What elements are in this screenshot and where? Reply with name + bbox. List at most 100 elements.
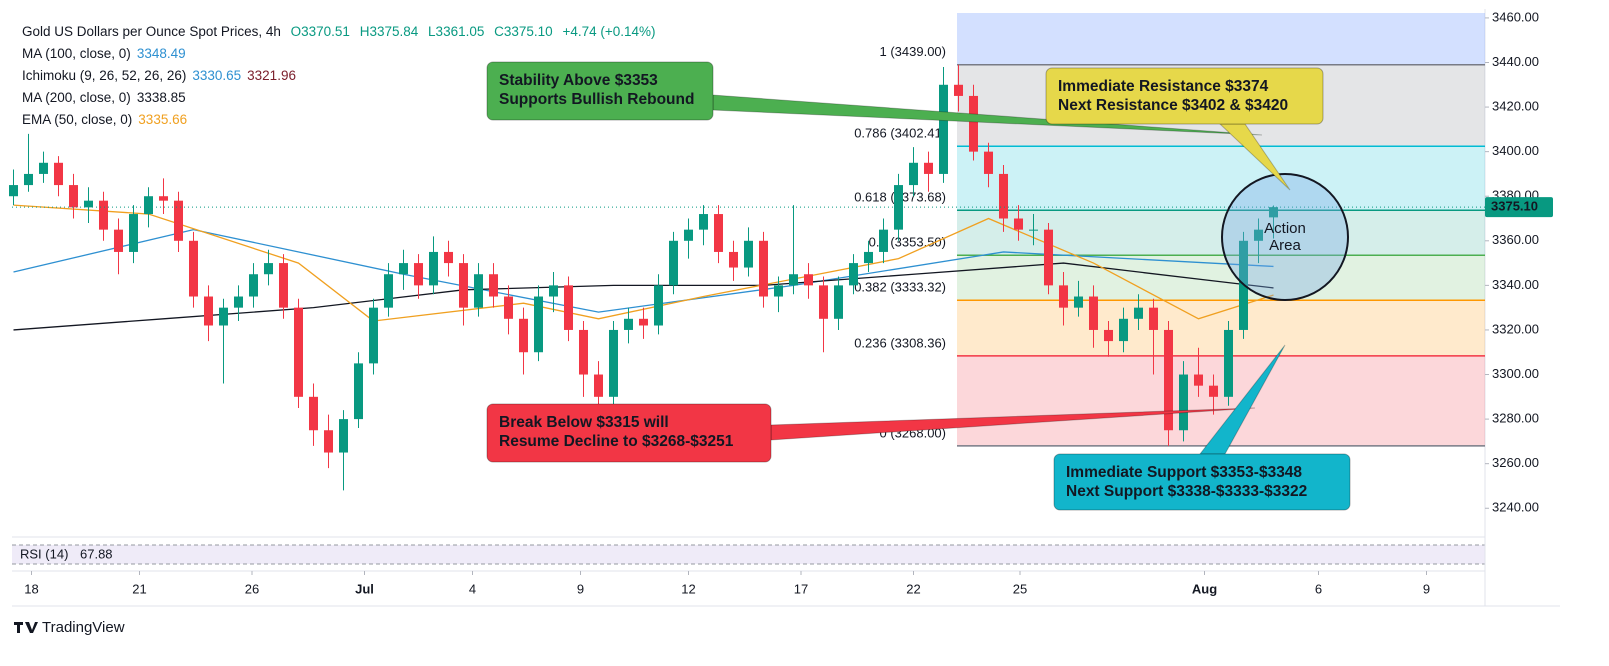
legend-row: MA (200, close, 0) 3338.85 — [22, 90, 192, 105]
candle-body — [1254, 229, 1263, 241]
legend-row: Ichimoku (9, 26, 52, 26, 26) 3330.65 3321.… — [22, 68, 302, 83]
candle-body — [309, 396, 318, 431]
candle-body — [84, 200, 93, 208]
callout-text: Immediate Resistance $3374 — [1058, 78, 1269, 95]
candle-body — [954, 84, 963, 96]
change: +4.74 (+0.14%) — [562, 24, 656, 39]
candle-body — [1119, 318, 1128, 342]
x-tick-label: 26 — [245, 581, 259, 596]
candle-body — [324, 430, 333, 453]
callout-text: Supports Bullish Rebound — [499, 91, 694, 108]
candle-body — [1089, 296, 1098, 330]
candle-body — [759, 240, 768, 297]
x-tick-label: 17 — [794, 581, 808, 596]
candle-body — [609, 329, 618, 397]
candle-body — [594, 374, 603, 397]
y-tick-label: 3240.00 — [1492, 500, 1539, 515]
candle-body — [159, 196, 168, 201]
candle-body — [1074, 296, 1083, 308]
candle-body — [69, 185, 78, 208]
y-tick-label: 3340.00 — [1492, 277, 1539, 292]
candle-body — [504, 296, 513, 319]
callout-text: Break Below $3315 will — [499, 414, 669, 431]
candle-body — [264, 263, 273, 275]
candle-body — [489, 274, 498, 297]
x-tick-label: 12 — [681, 581, 695, 596]
candle-body — [1134, 307, 1143, 319]
x-tick-label: 22 — [906, 581, 920, 596]
x-tick-label: Jul — [355, 581, 374, 596]
y-tick-label: 3440.00 — [1492, 54, 1539, 69]
candle-body — [804, 274, 813, 286]
callout-text: Resume Decline to $3268-$3251 — [499, 433, 734, 450]
legend-value: 3330.65 — [192, 68, 242, 83]
candle-body — [1179, 374, 1188, 431]
candle-body — [699, 214, 708, 230]
callout-text: Next Resistance $3402 & $3420 — [1058, 97, 1288, 114]
callout-text: Next Support $3338-$3333-$3322 — [1066, 483, 1307, 500]
candle-body — [129, 214, 138, 252]
ohlc-close: C3375.10 — [494, 24, 553, 39]
candle-body — [234, 296, 243, 308]
candle-body — [1044, 229, 1053, 286]
candle-body — [984, 151, 993, 174]
candle-body — [429, 251, 438, 286]
y-tick-label: 3300.00 — [1492, 366, 1539, 381]
fib-label: 0.236 (3308.36) — [854, 335, 946, 350]
fib-zone — [957, 300, 1485, 356]
candle-body — [339, 419, 348, 453]
candle-body — [744, 240, 753, 268]
fib-label: 1 (3439.00) — [880, 44, 947, 59]
candle-body — [9, 185, 18, 197]
callout-text: Stability Above $3353 — [499, 72, 658, 89]
candle-body — [174, 200, 183, 241]
candle-body — [1014, 218, 1023, 230]
legend-value: 3348.49 — [136, 46, 186, 61]
indicator-line — [13, 204, 1274, 322]
candle-body — [684, 229, 693, 241]
candle-body — [444, 251, 453, 264]
brand: TradingView — [14, 619, 125, 636]
candle-body — [459, 263, 468, 308]
fib-zone — [957, 210, 1485, 256]
candle-body — [534, 296, 543, 353]
candle-body — [414, 263, 423, 286]
brand-logo — [14, 622, 38, 633]
y-tick-label: 3260.00 — [1492, 455, 1539, 470]
callout-box — [1045, 67, 1324, 125]
candle-body — [1164, 329, 1173, 431]
legend-name: Ichimoku (9, 26, 52, 26, 26) — [22, 68, 187, 83]
fib-zone — [957, 146, 1485, 211]
candle-body — [654, 285, 663, 326]
candle-body — [114, 229, 123, 252]
candle-body — [249, 274, 258, 297]
x-tick-label: 4 — [469, 581, 476, 596]
x-tick-label: 9 — [1423, 581, 1430, 596]
candle-body — [849, 263, 858, 286]
callout-text: Immediate Support $3353-$3348 — [1066, 464, 1302, 481]
brand-name: TradingView — [42, 619, 125, 636]
y-tick-label: 3460.00 — [1492, 9, 1539, 24]
candle-body — [294, 307, 303, 397]
x-tick-label: 18 — [24, 581, 38, 596]
action-circle — [1221, 173, 1349, 301]
callout-box — [1053, 453, 1351, 511]
candle-body — [789, 274, 798, 286]
y-tick-label: 3400.00 — [1492, 143, 1539, 158]
y-tick-label: 3320.00 — [1492, 321, 1539, 336]
legend-value: 3321.96 — [247, 68, 296, 83]
candle-body — [1029, 229, 1038, 231]
x-tick-label: Aug — [1192, 581, 1217, 596]
candle-body — [864, 251, 873, 264]
candle-body — [819, 285, 828, 319]
header: Gold US Dollars per Ounce Spot Prices, 4… — [22, 24, 662, 39]
x-tick-label: 21 — [132, 581, 146, 596]
fib-zone — [957, 255, 1485, 301]
candle-body — [189, 240, 198, 297]
fib-label: 0.382 (3333.32) — [854, 280, 946, 295]
legend-name: MA (200, close, 0) — [22, 90, 131, 105]
candle-body — [1194, 374, 1203, 386]
legend-row: EMA (50, close, 0) 3335.66 — [22, 112, 193, 127]
ohlc-low: L3361.05 — [428, 24, 485, 39]
candle-body — [924, 162, 933, 174]
